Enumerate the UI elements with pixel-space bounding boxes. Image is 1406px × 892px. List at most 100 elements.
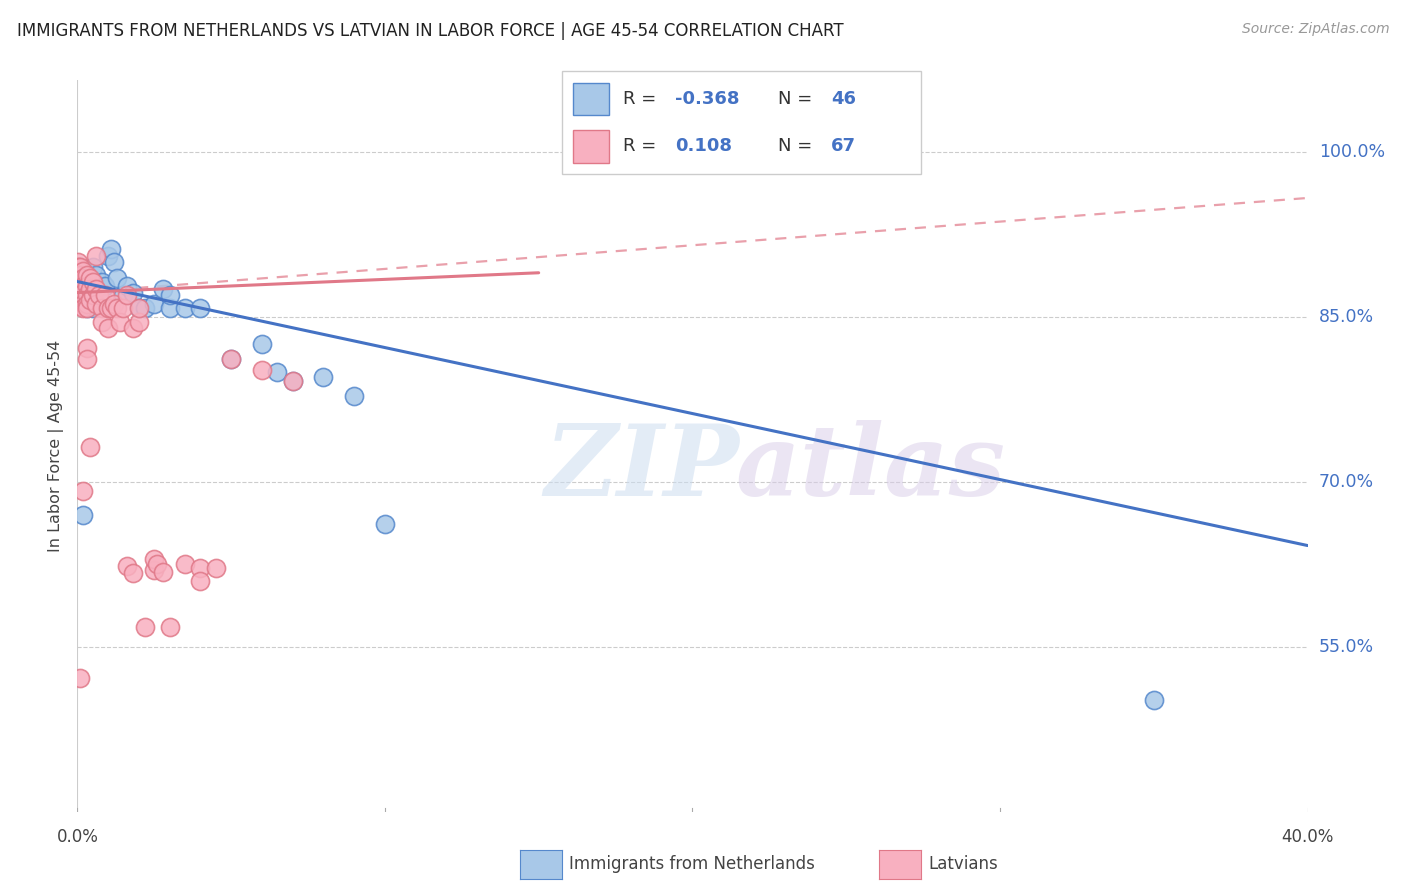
Point	[67, 268, 90, 282]
Point	[250, 362, 273, 376]
Point	[69, 268, 91, 282]
Point	[84, 249, 107, 263]
Point	[100, 301, 122, 315]
Text: ZIP: ZIP	[546, 420, 740, 516]
Point	[121, 566, 143, 580]
Point	[72, 287, 94, 301]
Text: 0.0%: 0.0%	[56, 828, 98, 847]
Point	[82, 260, 104, 275]
Point	[174, 301, 197, 315]
Point	[87, 293, 110, 308]
FancyBboxPatch shape	[562, 71, 921, 174]
Point	[374, 516, 396, 531]
Point	[188, 560, 212, 574]
Point	[312, 370, 335, 384]
Point	[82, 275, 104, 289]
Point	[69, 293, 91, 308]
Point	[67, 275, 90, 289]
Point	[72, 483, 94, 498]
Point	[1143, 692, 1166, 706]
Point	[146, 558, 169, 572]
Point	[82, 287, 104, 301]
Point	[72, 263, 94, 277]
Point	[94, 287, 117, 301]
Point	[115, 279, 138, 293]
Point	[266, 365, 288, 379]
Point	[219, 351, 242, 366]
Point	[70, 268, 93, 282]
Point	[281, 374, 304, 388]
Point	[79, 293, 101, 308]
Text: 0.108: 0.108	[675, 137, 733, 155]
Text: Immigrants from Netherlands: Immigrants from Netherlands	[569, 855, 815, 873]
Point	[84, 268, 107, 282]
Point	[103, 254, 125, 268]
Text: IMMIGRANTS FROM NETHERLANDS VS LATVIAN IN LABOR FORCE | AGE 45-54 CORRELATION CH: IMMIGRANTS FROM NETHERLANDS VS LATVIAN I…	[17, 22, 844, 40]
Point	[67, 287, 90, 301]
Text: R =: R =	[623, 90, 662, 108]
Point	[72, 299, 94, 313]
FancyBboxPatch shape	[574, 83, 609, 115]
Point	[76, 290, 98, 304]
Point	[76, 271, 98, 285]
Point	[76, 341, 98, 355]
Point	[79, 287, 101, 301]
Point	[84, 296, 107, 310]
Point	[152, 565, 174, 579]
Point	[76, 301, 98, 315]
Text: 85.0%: 85.0%	[1319, 308, 1374, 326]
Point	[90, 275, 114, 289]
Point	[82, 287, 104, 301]
Point	[97, 249, 120, 263]
Text: 67: 67	[831, 137, 856, 155]
Point	[84, 282, 107, 296]
Point	[76, 268, 98, 282]
Point	[204, 560, 226, 574]
Point	[219, 351, 242, 366]
Point	[72, 287, 94, 301]
Point	[76, 279, 98, 293]
Point	[72, 271, 94, 285]
Point	[69, 275, 91, 289]
Point	[343, 389, 366, 403]
Point	[134, 620, 156, 634]
Point	[69, 260, 91, 275]
Text: atlas: atlas	[735, 420, 1005, 516]
Text: R =: R =	[623, 137, 668, 155]
Point	[105, 271, 128, 285]
Point	[188, 301, 212, 315]
Point	[134, 301, 156, 315]
Point	[94, 279, 117, 293]
Text: 70.0%: 70.0%	[1319, 473, 1374, 491]
Point	[76, 351, 98, 366]
Point	[121, 320, 143, 334]
Point	[121, 285, 143, 300]
Point	[72, 301, 94, 315]
Point	[159, 620, 181, 634]
Point	[250, 337, 273, 351]
Point	[69, 260, 91, 275]
Point	[79, 282, 101, 296]
Point	[112, 287, 135, 301]
Point	[72, 282, 94, 296]
Point	[97, 320, 120, 334]
Point	[115, 559, 138, 574]
Point	[87, 287, 110, 301]
Point	[70, 282, 93, 296]
FancyBboxPatch shape	[574, 130, 609, 162]
Point	[76, 301, 98, 315]
Point	[82, 301, 104, 315]
Text: Latvians: Latvians	[928, 855, 998, 873]
Point	[79, 271, 101, 285]
Text: 55.0%: 55.0%	[1319, 638, 1374, 656]
Point	[90, 301, 114, 315]
Point	[72, 508, 94, 522]
Point	[97, 301, 120, 315]
Point	[69, 299, 91, 313]
Point	[103, 296, 125, 310]
Text: 100.0%: 100.0%	[1319, 143, 1385, 161]
Point	[84, 282, 107, 296]
Y-axis label: In Labor Force | Age 45-54: In Labor Force | Age 45-54	[48, 340, 65, 552]
Point	[69, 287, 91, 301]
Point	[67, 279, 90, 293]
